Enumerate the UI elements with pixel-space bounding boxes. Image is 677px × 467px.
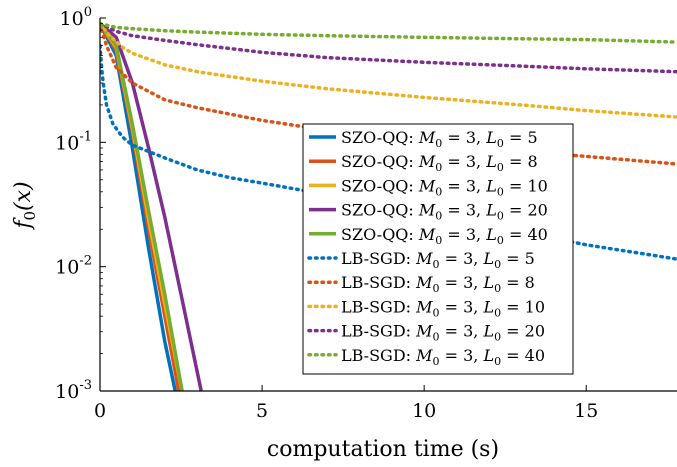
series-line-4: [100, 22, 203, 391]
legend-box: [302, 123, 574, 375]
series-layer: [100, 21, 677, 391]
y-axis-label: f0(x): [11, 181, 39, 230]
y-tick-label: 10-3: [55, 378, 92, 403]
legend-entry: LB-SGD: M0 = 3, L0 = 8: [341, 273, 535, 295]
x-axis-label: computation time (s): [267, 437, 499, 462]
legend-entry: SZO-QQ: M0 = 3, L0 = 40: [341, 225, 548, 247]
legend-entry: LB-SGD: M0 = 3, L0 = 10: [341, 297, 545, 319]
plot-frame: [99, 18, 677, 392]
series-line-9: [100, 21, 677, 74]
series-line-8: [100, 21, 677, 119]
legend-entry: SZO-QQ: M0 = 3, L0 = 20: [341, 201, 548, 223]
legend-entry: LB-SGD: M0 = 3, L0 = 40: [341, 346, 545, 368]
legend-entry: LB-SGD: M0 = 3, L0 = 5: [341, 249, 535, 271]
x-tick-label: 10: [412, 400, 436, 422]
y-tick-label: 100: [60, 5, 92, 30]
x-tick-label: 0: [94, 400, 106, 422]
series-line-10: [100, 21, 677, 44]
legend-entry: SZO-QQ: M0 = 3, L0 = 10: [341, 176, 548, 198]
series-line-1: [100, 22, 177, 391]
legend-entry: LB-SGD: M0 = 3, L0 = 20: [341, 322, 545, 344]
y-tick-label: 10-1: [55, 129, 92, 154]
axis-ticks: 0 5 10 15 10-3 10-2 10-1 100: [55, 5, 598, 422]
x-tick-label: 5: [256, 400, 268, 422]
legend-entry: SZO-QQ: M0 = 3, L0 = 5: [341, 128, 538, 150]
x-tick-label: 15: [574, 400, 598, 422]
legend-entry: SZO-QQ: M0 = 3, L0 = 8: [341, 152, 538, 174]
series-line-5: [100, 22, 184, 391]
y-tick-label: 10-2: [55, 254, 92, 279]
series-line-6: [100, 43, 677, 261]
